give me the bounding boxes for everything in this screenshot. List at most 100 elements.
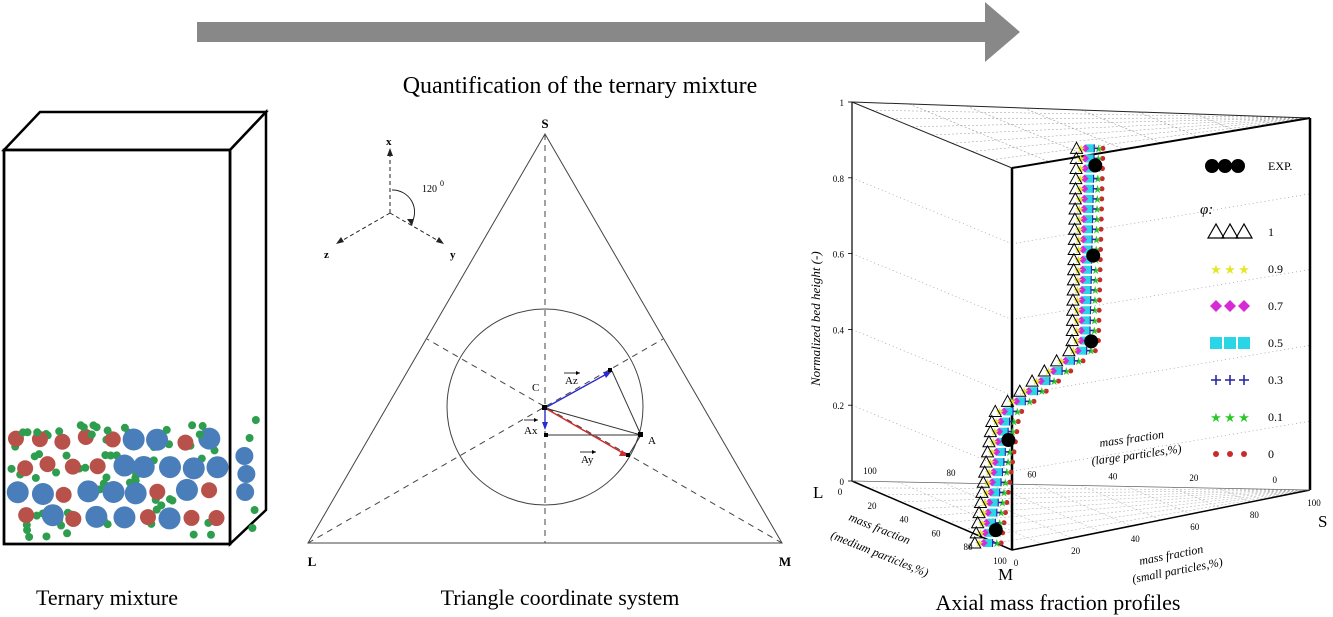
top-grid-line xyxy=(1080,109,1162,144)
marker-diamond xyxy=(988,478,997,487)
marker-star: ★ xyxy=(1032,376,1042,388)
marker-square xyxy=(1082,275,1091,284)
medium-particle xyxy=(104,431,121,448)
marker-square xyxy=(988,508,997,517)
small-particle xyxy=(62,451,71,460)
marker-triangle xyxy=(1065,313,1080,326)
small-tick-label: 20 xyxy=(1071,546,1081,556)
corner-label-s: S xyxy=(1318,512,1327,531)
large-particle xyxy=(31,482,54,505)
medium-tick-label: 60 xyxy=(932,528,942,538)
small-tick-label: 80 xyxy=(1250,510,1260,520)
marker-dot xyxy=(1011,449,1017,455)
axis-label-z: z xyxy=(324,249,329,261)
marker-dot xyxy=(1096,297,1102,303)
base-grid-line xyxy=(1264,488,1281,497)
top-grid-line xyxy=(966,105,1087,156)
marker-diamond xyxy=(1000,407,1009,416)
legend-marker xyxy=(1220,222,1240,239)
marker-star: ★ xyxy=(1068,346,1078,358)
marker-square xyxy=(1065,356,1074,365)
marker-dot xyxy=(1010,459,1016,465)
marker-dot xyxy=(1099,176,1105,182)
marker-triangle xyxy=(1068,181,1083,195)
z-tick-label: 0.8 xyxy=(833,174,845,184)
legend-entry-label: 0.3 xyxy=(1268,373,1283,387)
process-arrow xyxy=(197,2,1020,62)
marker-star: ★ xyxy=(986,457,996,469)
medium-particle xyxy=(64,458,81,475)
top-grid-line xyxy=(871,110,1311,119)
marker-triangle xyxy=(1065,303,1080,316)
vector-ay xyxy=(544,407,629,457)
triangle-coordinate-system: S L M C A Az Ax Ay xyxy=(307,116,791,569)
small-particle xyxy=(189,530,198,539)
marker-square xyxy=(1000,417,1009,426)
height-grid-line xyxy=(851,177,1013,245)
marker-star: ★ xyxy=(1074,234,1084,246)
marker-star: ★ xyxy=(1092,214,1102,226)
marker-triangle xyxy=(977,465,992,478)
marker-diamond xyxy=(995,427,1004,436)
marker-square xyxy=(1083,235,1092,244)
marker-star: ★ xyxy=(1056,356,1066,368)
top-grid-line xyxy=(991,117,1311,160)
marker-star: ★ xyxy=(1074,224,1084,236)
medium-particle xyxy=(149,483,166,500)
marker-star: ★ xyxy=(1072,315,1082,327)
marker-star: ★ xyxy=(1072,325,1082,337)
small-particle xyxy=(198,422,207,431)
small-particle xyxy=(103,426,112,435)
top-grid-line xyxy=(1195,113,1236,131)
marker-square xyxy=(1053,366,1062,375)
large-particle xyxy=(198,427,221,450)
marker-triangle xyxy=(982,434,996,448)
legend-exp-label: EXP. xyxy=(1268,159,1292,173)
legend-marker xyxy=(1241,451,1247,457)
small-particle xyxy=(206,530,215,539)
marker-dot xyxy=(1096,307,1102,313)
marker-star: ★ xyxy=(1093,174,1103,186)
z-tick-label: 0 xyxy=(840,477,845,487)
marker-star: ★ xyxy=(996,508,1006,520)
large-particle xyxy=(6,481,29,504)
vertex-label-s: S xyxy=(541,116,548,131)
corner-label-l: L xyxy=(813,483,823,502)
legend-marker xyxy=(1238,300,1250,312)
legend-entry-label: 0.1 xyxy=(1268,410,1283,424)
medium-tick-label: 20 xyxy=(868,501,878,511)
legend-marker: ★ xyxy=(1224,410,1236,425)
marker-triangle xyxy=(980,444,995,458)
marker-star: ★ xyxy=(995,518,1005,530)
small-particle xyxy=(106,451,115,460)
marker-diamond xyxy=(993,437,1002,446)
marker-star: ★ xyxy=(999,487,1009,499)
marker-square xyxy=(989,498,998,507)
marker-dot xyxy=(1002,510,1008,516)
marker-square xyxy=(984,539,992,547)
marker-square xyxy=(993,468,1002,477)
marker-dot xyxy=(1015,419,1021,425)
marker-square xyxy=(986,518,995,527)
point-c-label: C xyxy=(532,382,539,394)
marker-star: ★ xyxy=(1071,336,1081,348)
marker-dot xyxy=(1055,378,1061,384)
marker-star: ★ xyxy=(1091,265,1101,277)
small-particle xyxy=(52,468,61,477)
marker-triangle xyxy=(1067,242,1081,256)
base-grid-line xyxy=(1080,485,1162,521)
marker-star: ★ xyxy=(1090,275,1100,287)
marker-star: ★ xyxy=(984,467,994,479)
marker-square xyxy=(1084,205,1093,214)
small-particle xyxy=(25,532,34,541)
marker-square xyxy=(1084,215,1093,224)
marker-diamond xyxy=(1080,184,1089,193)
marker-triangle xyxy=(1067,232,1082,245)
base-grid-line xyxy=(931,489,1311,516)
marker-star: ★ xyxy=(1012,406,1022,418)
marker-star: ★ xyxy=(1075,184,1085,196)
legend-marker: ★ xyxy=(1224,262,1236,277)
top-grid-line xyxy=(1138,111,1199,138)
marker-dot xyxy=(1099,196,1105,202)
marker-triangle xyxy=(1068,201,1082,215)
